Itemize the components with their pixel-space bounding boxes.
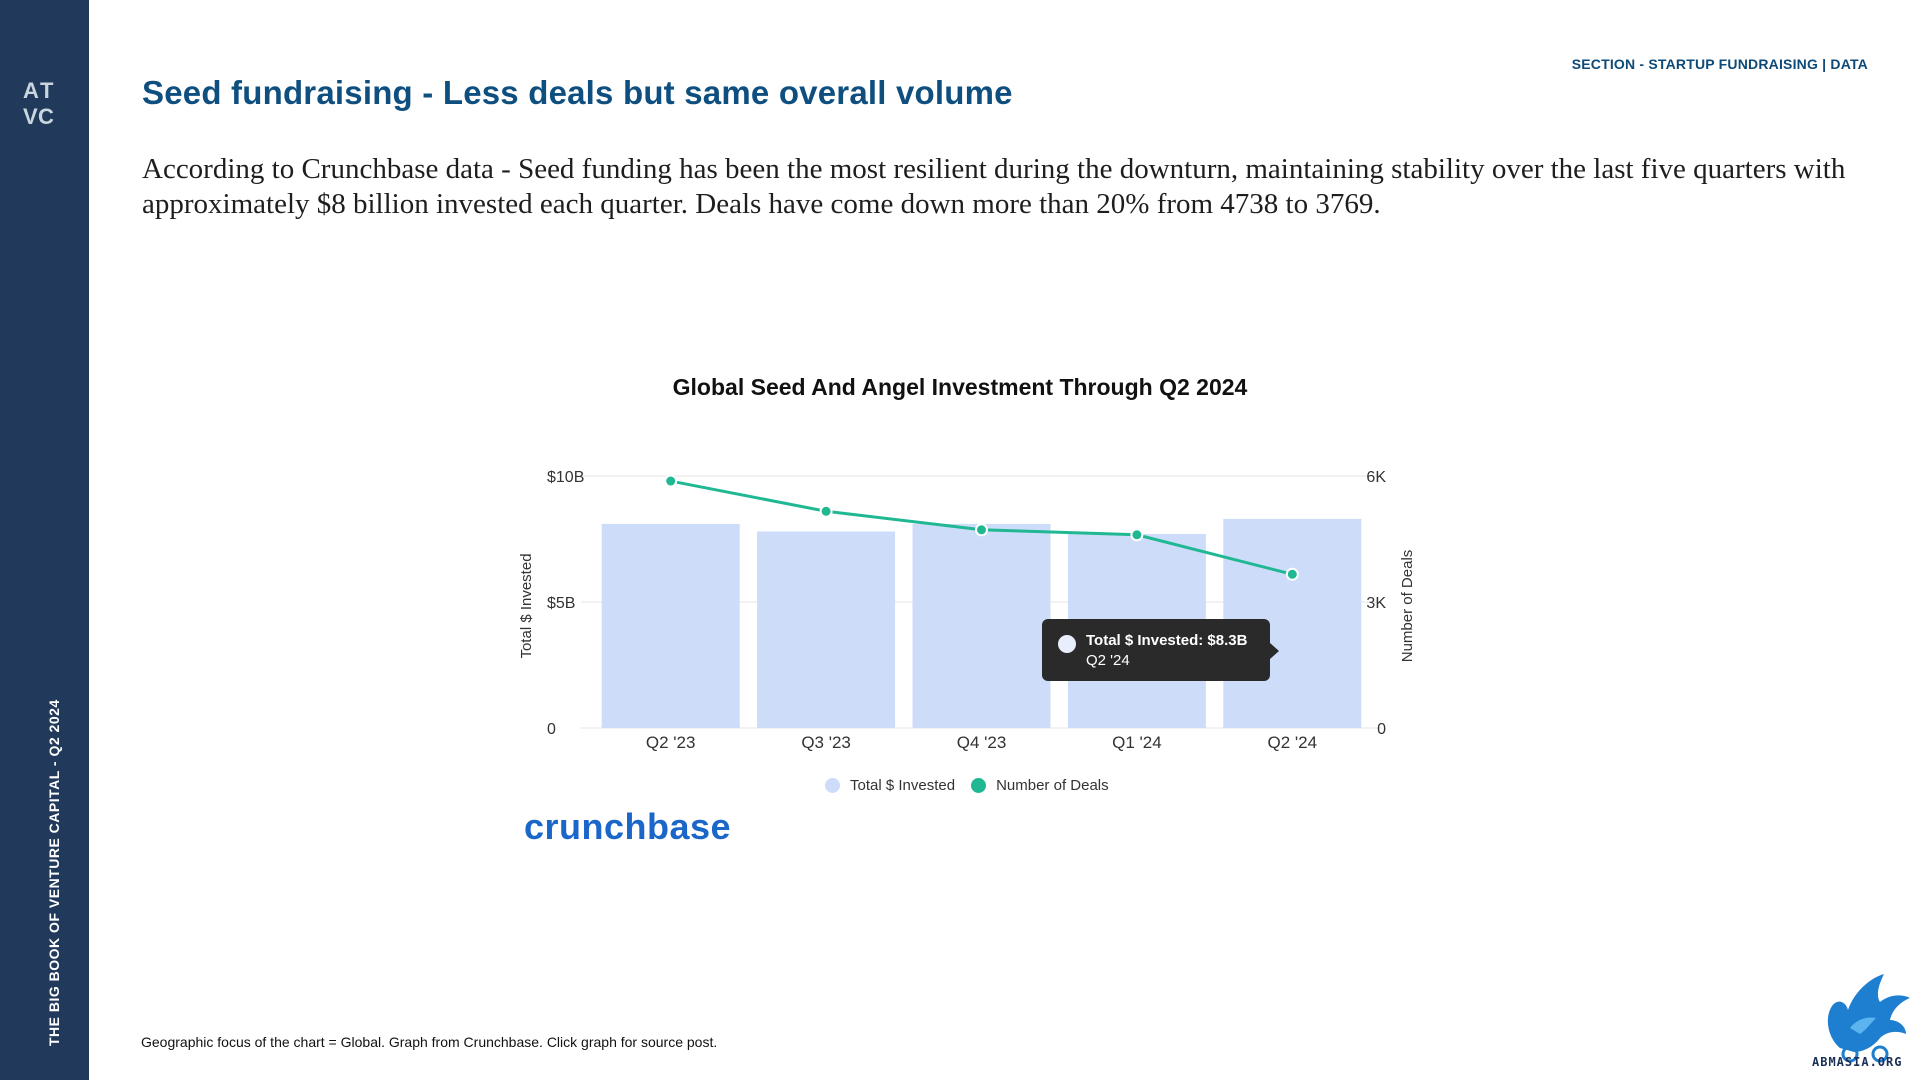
tooltip-title: Total $ Invested: $8.3B xyxy=(1086,632,1248,649)
bar-2[interactable] xyxy=(912,523,1051,728)
legend-item-deals[interactable]: Number of Deals xyxy=(971,777,1109,794)
legend-label-deals: Number of Deals xyxy=(996,777,1109,794)
deals-point-1[interactable] xyxy=(819,504,833,518)
x-tick-label-1: Q3 '23 xyxy=(801,733,851,752)
y-tick-label-1: $5B xyxy=(547,595,575,612)
deals-point-0[interactable] xyxy=(664,474,678,488)
x-tick-label-0: Q2 '23 xyxy=(646,733,696,752)
legend-swatch-deals xyxy=(971,778,987,793)
y2-tick-label-2: 6K xyxy=(1366,469,1386,486)
chart-title[interactable]: Global Seed And Angel Investment Through… xyxy=(672,374,1248,400)
y-axis-title: Total $ Invested xyxy=(518,553,535,658)
legend-item-invested[interactable]: Total $ Invested xyxy=(825,777,955,794)
x-tick-label-4: Q2 '24 xyxy=(1268,733,1318,752)
body-paragraph: According to Crunchbase data - Seed fund… xyxy=(142,153,1846,220)
svg-text:V: V xyxy=(23,104,38,128)
x-tick-label-2: Q4 '23 xyxy=(957,733,1007,752)
atvc-logo: A T V C xyxy=(22,76,62,129)
chart-legend: Total $ Invested Number of Deals xyxy=(825,777,1125,794)
svg-text:T: T xyxy=(40,78,54,103)
y2-tick-label-1: 3K xyxy=(1366,595,1386,612)
bar-0[interactable] xyxy=(601,523,740,728)
deals-point-3[interactable] xyxy=(1130,528,1144,542)
y-tick-label-2: $10B xyxy=(547,469,584,486)
legend-label-invested: Total $ Invested xyxy=(850,777,956,794)
footnote: Geographic focus of the chart = Global. … xyxy=(141,1034,718,1050)
sidebar: A T V C THE BIG BOOK OF VENTURE CAPITAL … xyxy=(0,0,89,1080)
tooltip-subtitle: Q2 '24 xyxy=(1086,652,1130,669)
deals-point-2[interactable] xyxy=(975,523,988,537)
deals-point-4[interactable] xyxy=(1285,567,1299,581)
svg-text:A: A xyxy=(23,78,39,103)
page-title: Seed fundraising - Less deals but same o… xyxy=(142,74,1013,111)
section-label: SECTION - STARTUP FUNDRAISING | DATA xyxy=(1571,56,1868,72)
mascot-caption: ABMASIA.ORG xyxy=(1812,1055,1903,1069)
legend-swatch-invested xyxy=(825,778,840,793)
crunchbase-logo[interactable]: crunchbase xyxy=(524,806,732,847)
chart-tooltip: Total $ Invested: $8.3B Q2 '24 xyxy=(1042,619,1279,681)
bar-1[interactable] xyxy=(757,531,896,728)
y2-axis-title: Number of Deals xyxy=(1399,550,1416,663)
y-tick-label-0: 0 xyxy=(547,721,556,738)
eagle-mascot-icon xyxy=(1827,974,1910,1063)
x-tick-label-3: Q1 '24 xyxy=(1112,733,1162,752)
svg-text:C: C xyxy=(38,104,54,128)
tooltip-swatch xyxy=(1058,635,1076,653)
y2-tick-label-0: 0 xyxy=(1377,721,1386,738)
